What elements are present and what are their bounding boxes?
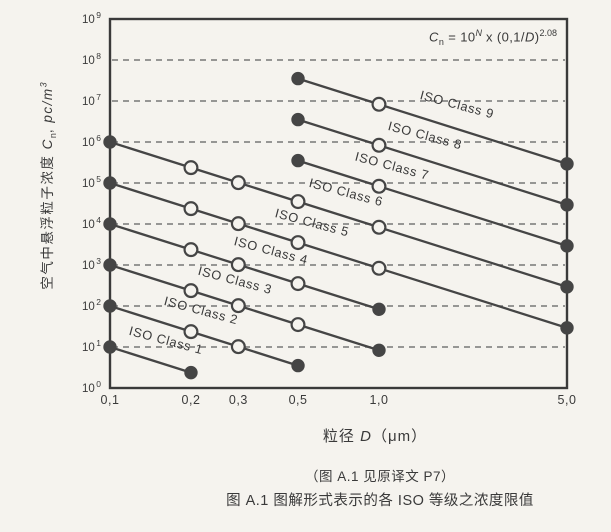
x-tick-label: 0,5 [289,393,308,407]
y-axis-title-sub: n [47,133,58,139]
series-label: ISO Class 9 [419,87,496,121]
y-tick-label: 10 0 [82,379,101,395]
x-tick-label: 0,3 [229,393,248,407]
formula-var-c: C [429,29,439,45]
series-line [109,304,299,367]
data-point-open [290,276,306,292]
series-label: ISO Class 8 [387,118,464,152]
data-point-filled [103,340,117,354]
y-tick-label: 10 7 [82,92,101,108]
data-point-filled [291,71,305,86]
y-tick-label: 10 3 [82,256,101,272]
data-point-filled [291,112,305,127]
x-tick-label: 1,0 [370,393,389,407]
formula-eq: = 10 [444,29,476,45]
data-point-open [371,260,387,276]
data-point-open [371,178,387,194]
data-point-open [371,96,387,112]
y-axis-title-unit-sup: 3 [38,82,49,88]
y-axis-title: 空气中悬浮粒子浓度 Cn, pc/m3 [36,82,58,289]
series-label: ISO Class 5 [274,205,351,239]
data-point-filled [560,321,574,335]
figure-caption: 图 A.1 图解形式表示的各 ISO 等级之浓度限值 [226,493,534,509]
caption-note: （图 A.1 见原译文 P7） [304,469,456,484]
data-point-open [183,160,199,176]
data-point-open [290,235,306,251]
x-axis-title-var: D [360,428,372,445]
y-tick-label: 10 9 [82,10,101,26]
data-point-open [230,175,246,191]
data-point-open [290,194,306,210]
y-axis-title-comma: , [40,122,56,134]
series-line [109,181,568,329]
formula-exp-n: N [475,28,483,38]
data-point-open [230,257,246,273]
x-axis-title-unit: （μm） [371,428,428,445]
data-point-open [230,298,246,314]
y-tick-label: 10 6 [82,133,101,149]
y-tick-label: 10 2 [82,297,101,313]
data-point-filled [372,343,386,357]
y-tick-label: 10 4 [82,215,101,231]
x-axis-title: 粒径 D（μm） [260,425,490,446]
class-limit-formula: Cn = 10N x (0,1/D)2.08 [429,28,557,47]
series-label: ISO Class 7 [354,149,431,183]
data-point-open [290,317,306,333]
y-axis-title-unit: pc/m [40,87,56,123]
data-point-filled [103,135,117,149]
x-axis-title-prefix: 粒径 [322,428,361,445]
formula-exp-208: 2.08 [539,28,557,38]
data-point-filled [103,176,117,190]
y-tick-label: 10 5 [82,174,101,190]
series-label: ISO Class 6 [308,175,385,209]
y-tick-label: 10 1 [82,338,101,354]
data-point-open [183,201,199,217]
series-label: ISO Class 2 [163,293,240,327]
formula-sub-n: n [438,36,445,47]
x-tick-label: 5,0 [558,393,577,407]
data-point-filled [560,157,574,171]
data-point-filled [291,153,305,168]
y-axis-title-var: C [40,138,56,150]
data-point-filled [184,365,198,380]
data-point-filled [560,239,574,253]
y-tick-label: 10 8 [82,51,101,67]
data-point-open [183,242,199,258]
series-iso-class-6: ISO Class 6 [103,135,574,294]
data-point-filled [372,302,386,316]
x-tick-label: 0,2 [182,393,201,407]
x-tick-label: 0,1 [101,393,120,407]
data-point-open [183,324,199,340]
formula-close: ) [534,29,540,45]
series-line [109,140,568,288]
data-point-open [230,216,246,232]
data-point-filled [103,299,117,313]
data-point-filled [103,258,117,272]
data-point-open [183,283,199,299]
formula-mul: x (0,1/ [482,29,525,45]
data-point-open [371,219,387,235]
data-point-filled [560,280,574,294]
data-point-filled [103,217,117,231]
data-point-filled [560,198,574,212]
y-axis-title-cjk: 空气中悬浮粒子浓度 [40,149,56,290]
formula-var-d: D [524,29,535,45]
series-line [109,345,192,374]
data-point-open [230,339,246,355]
data-point-filled [291,358,305,373]
series-iso-class-9: ISO Class 9 [291,71,574,171]
data-point-open [371,137,387,153]
